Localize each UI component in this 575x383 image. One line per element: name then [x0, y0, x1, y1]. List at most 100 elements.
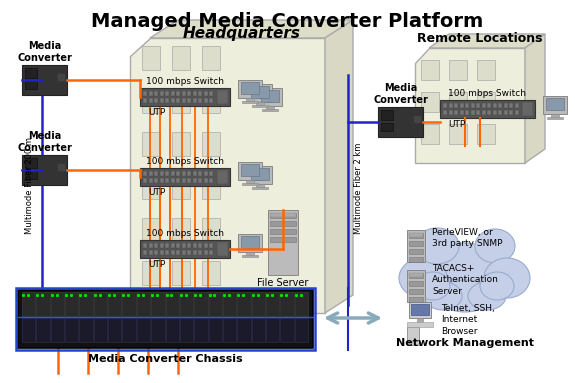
- Ellipse shape: [438, 280, 493, 312]
- Bar: [172, 46, 190, 70]
- Bar: [270, 237, 296, 242]
- Bar: [465, 110, 469, 115]
- Bar: [148, 98, 152, 103]
- Bar: [409, 273, 423, 278]
- Bar: [187, 178, 191, 183]
- Bar: [172, 132, 190, 156]
- Text: Remote Locations: Remote Locations: [417, 32, 543, 45]
- Bar: [204, 98, 208, 103]
- Bar: [409, 297, 423, 302]
- Bar: [159, 171, 163, 176]
- Bar: [57, 73, 65, 81]
- Bar: [182, 98, 186, 103]
- Bar: [407, 327, 419, 345]
- Bar: [154, 178, 158, 183]
- Bar: [209, 171, 213, 176]
- Bar: [187, 250, 191, 255]
- Bar: [94, 318, 107, 342]
- Bar: [543, 96, 567, 114]
- Bar: [140, 240, 230, 258]
- Bar: [159, 243, 163, 248]
- Bar: [409, 273, 423, 277]
- Bar: [248, 84, 272, 102]
- Bar: [270, 229, 296, 234]
- Bar: [266, 318, 279, 342]
- Text: Multimode Fiber 200 m: Multimode Fiber 200 m: [25, 136, 34, 234]
- Bar: [148, 91, 152, 96]
- Bar: [108, 292, 121, 316]
- Bar: [25, 68, 37, 78]
- Bar: [172, 261, 190, 285]
- Bar: [409, 249, 423, 254]
- Bar: [443, 103, 447, 108]
- Bar: [202, 218, 220, 242]
- Bar: [280, 292, 294, 316]
- Bar: [252, 292, 265, 316]
- Bar: [251, 86, 269, 98]
- Bar: [143, 98, 147, 103]
- Text: 100 mbps Switch: 100 mbps Switch: [146, 77, 224, 86]
- Ellipse shape: [475, 229, 515, 263]
- Ellipse shape: [399, 258, 447, 298]
- Bar: [248, 166, 272, 184]
- Bar: [51, 318, 64, 342]
- Ellipse shape: [424, 282, 462, 310]
- Text: 100 mbps Switch: 100 mbps Switch: [146, 229, 224, 238]
- Bar: [546, 98, 564, 110]
- Bar: [198, 178, 202, 183]
- Bar: [171, 178, 174, 183]
- Bar: [154, 98, 158, 103]
- Bar: [209, 243, 213, 248]
- Bar: [268, 210, 298, 275]
- Bar: [79, 318, 93, 342]
- Ellipse shape: [429, 243, 501, 293]
- Bar: [176, 243, 180, 248]
- Bar: [237, 318, 251, 342]
- Bar: [477, 60, 495, 80]
- Bar: [217, 242, 228, 256]
- Bar: [165, 98, 169, 103]
- Bar: [381, 123, 393, 131]
- Bar: [493, 103, 496, 108]
- Bar: [515, 103, 519, 108]
- Polygon shape: [415, 48, 525, 163]
- Bar: [449, 124, 467, 144]
- Bar: [187, 243, 191, 248]
- Bar: [182, 91, 186, 96]
- Bar: [151, 318, 164, 342]
- Text: UTP: UTP: [148, 260, 165, 269]
- Bar: [454, 110, 458, 115]
- Bar: [258, 88, 282, 106]
- Bar: [202, 132, 220, 156]
- Bar: [187, 98, 191, 103]
- Bar: [79, 292, 93, 316]
- Bar: [108, 318, 121, 342]
- Bar: [409, 302, 431, 318]
- Bar: [459, 110, 463, 115]
- Bar: [176, 98, 180, 103]
- Bar: [202, 46, 220, 70]
- Bar: [143, 178, 147, 183]
- Bar: [193, 171, 197, 176]
- Bar: [204, 250, 208, 255]
- Text: PerleVIEW, or
3rd party SNMP: PerleVIEW, or 3rd party SNMP: [432, 228, 503, 249]
- Bar: [202, 261, 220, 285]
- Bar: [176, 171, 180, 176]
- Bar: [165, 250, 169, 255]
- Bar: [246, 180, 254, 183]
- Bar: [171, 243, 174, 248]
- Text: Headquarters: Headquarters: [182, 26, 301, 41]
- Bar: [143, 243, 147, 248]
- Bar: [409, 257, 423, 262]
- Bar: [142, 89, 160, 113]
- Bar: [143, 250, 147, 255]
- Bar: [547, 117, 563, 119]
- Bar: [407, 230, 425, 262]
- Bar: [246, 252, 254, 255]
- Bar: [223, 318, 236, 342]
- Bar: [180, 318, 193, 342]
- Bar: [487, 110, 491, 115]
- Text: Media
Converter: Media Converter: [17, 41, 72, 63]
- Bar: [148, 250, 152, 255]
- Bar: [417, 318, 423, 322]
